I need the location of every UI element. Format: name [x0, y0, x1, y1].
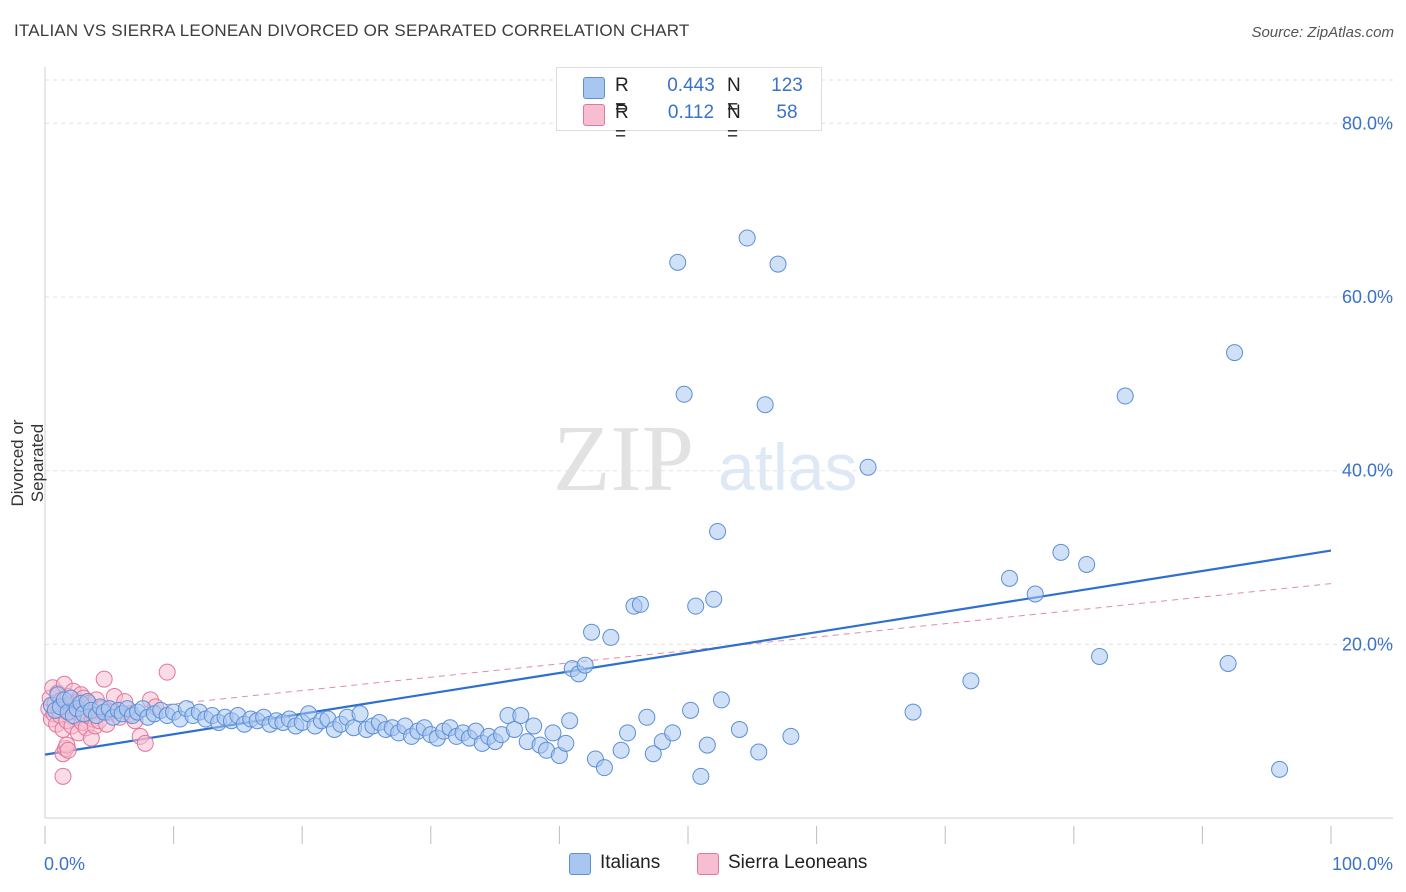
legend-n-value: 123: [771, 75, 803, 96]
data-point-italians: [962, 672, 980, 690]
legend-n-label: N =: [727, 75, 741, 118]
y-tick-label: 60.0%: [1342, 287, 1393, 307]
data-point-italians: [712, 691, 730, 709]
data-point-italians: [525, 717, 543, 735]
x-tick-label: 100.0%: [1332, 854, 1393, 874]
data-point-italians: [1026, 585, 1044, 603]
data-point-sierra-leoneans: [59, 741, 77, 759]
data-point-italians: [750, 743, 768, 761]
data-point-italians: [351, 705, 369, 723]
bottom-legend-swatch-italians: [569, 853, 591, 875]
data-point-italians: [664, 724, 682, 742]
gridlines: [44, 79, 1393, 844]
data-point-italians: [544, 724, 562, 742]
data-point-italians: [705, 590, 723, 608]
data-point-italians: [756, 396, 774, 414]
chart-title: ITALIAN VS SIERRA LEONEAN DIVORCED OR SE…: [14, 21, 690, 40]
data-point-italians: [730, 720, 748, 738]
data-point-sierra-leoneans: [95, 670, 113, 688]
x-tick-labels: 0.0% 100.0%: [44, 854, 1393, 874]
data-point-italians: [1116, 387, 1134, 405]
data-point-italians: [1001, 569, 1018, 587]
y-tick-label: 40.0%: [1342, 461, 1393, 481]
data-point-italians: [638, 708, 656, 726]
data-point-sierra-leoneans: [54, 767, 72, 785]
data-point-italians: [687, 597, 705, 615]
data-point-italians: [595, 759, 613, 777]
data-point-italians: [692, 767, 710, 785]
watermark: ZIP atlas: [553, 407, 857, 511]
data-point-italians: [644, 745, 662, 763]
x-tick-label: 0.0%: [44, 854, 85, 874]
legend: R = 0.443 N = 123 R = 0.112 N = 58: [556, 67, 822, 145]
data-point-sierra-leoneans: [136, 734, 154, 752]
data-point-italians: [709, 522, 727, 540]
data-point-italians: [1078, 555, 1096, 573]
data-point-italians: [583, 623, 601, 641]
legend-swatch-sierra-leoneans: [583, 104, 605, 126]
data-point-italians: [612, 741, 630, 759]
data-point-italians: [631, 595, 649, 613]
data-point-italians: [669, 253, 687, 271]
data-point-italians: [698, 736, 716, 754]
data-point-italians: [512, 707, 530, 725]
data-point-italians: [602, 628, 620, 646]
data-point-italians: [1271, 760, 1289, 778]
data-point-italians: [561, 712, 579, 730]
legend-r-label: R =: [615, 102, 629, 145]
y-tick-label: 20.0%: [1342, 634, 1393, 654]
y-tick-labels: 20.0% 40.0% 60.0% 80.0%: [1342, 113, 1393, 654]
data-point-italians: [505, 720, 523, 738]
y-tick-label: 80.0%: [1342, 113, 1393, 133]
y-axis-label: Divorced or Separated: [8, 419, 47, 507]
data-point-italians: [1219, 654, 1237, 672]
data-point-italians: [1052, 543, 1070, 561]
legend-r-value: 0.443: [667, 75, 715, 96]
data-point-italians: [904, 703, 922, 721]
data-point-italians: [1226, 344, 1244, 362]
data-point-sierra-leoneans: [158, 663, 176, 681]
legend-r-label: R =: [615, 75, 629, 118]
bottom-legend-sierra-leoneans: Sierra Leoneans: [728, 852, 868, 873]
legend-swatch-italians: [583, 77, 605, 99]
bottom-legend-italians: Italians: [600, 852, 661, 873]
chart-source: Source: ZipAtlas.com: [1251, 24, 1394, 41]
watermark-zip: ZIP: [553, 407, 694, 511]
data-point-italians: [557, 734, 575, 752]
data-point-italians: [619, 724, 637, 742]
watermark-atlas: atlas: [718, 430, 857, 504]
data-point-italians: [859, 458, 877, 476]
data-point-italians: [738, 229, 756, 247]
data-point-italians: [576, 656, 594, 674]
data-point-italians: [769, 255, 787, 273]
data-point-italians: [1091, 648, 1109, 666]
data-point-italians: [675, 385, 693, 403]
legend-r-value: 0.112: [667, 102, 715, 123]
data-point-italians: [782, 727, 800, 745]
legend-n-value: 58: [776, 102, 798, 123]
legend-n-label: N =: [727, 102, 741, 145]
bottom-legend-swatch-sierra-leoneans: [697, 853, 719, 875]
data-points: [40, 229, 1289, 785]
data-point-italians: [682, 701, 700, 719]
